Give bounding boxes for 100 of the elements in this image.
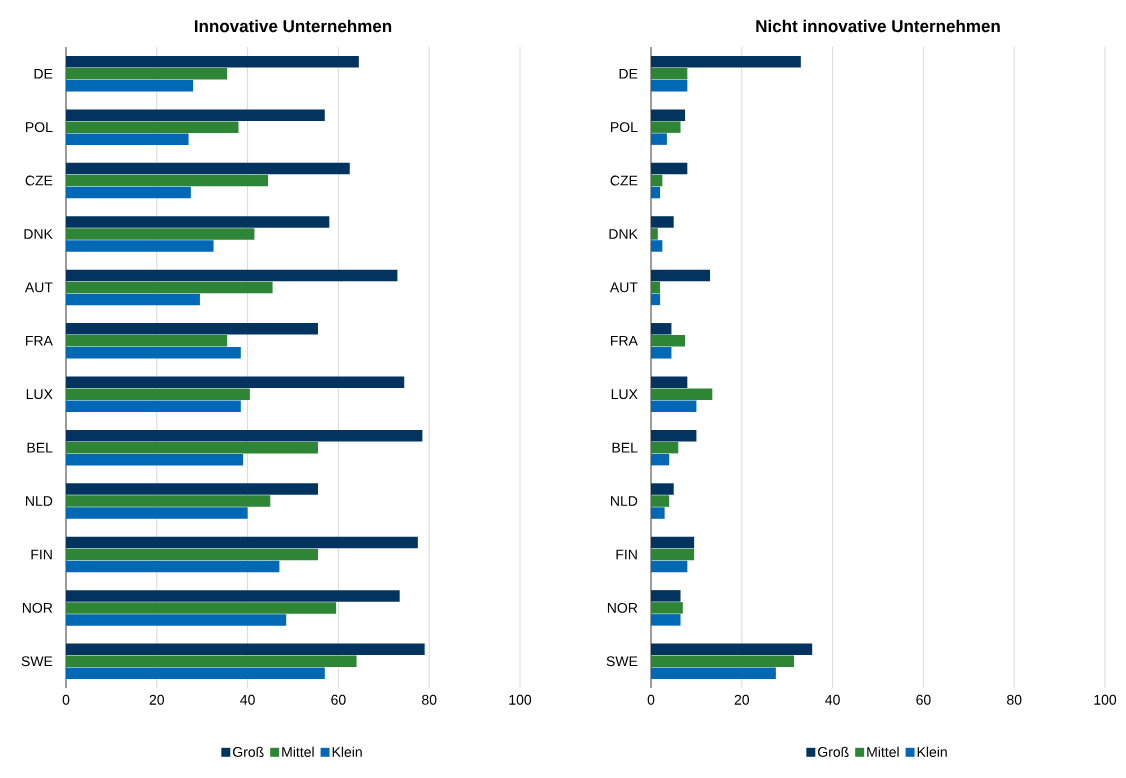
bar [66,453,244,466]
bar [651,667,776,680]
bar [651,388,713,400]
y-tick-label: BEL [27,442,53,453]
bar [66,376,405,388]
y-tick-label: DE [619,68,638,79]
bar [651,216,674,228]
y-tick-label: LUX [26,389,53,400]
bar [651,162,688,175]
y-tick-label: CZE [610,175,638,186]
bar [651,269,711,282]
bar [651,483,674,495]
y-tick-label: AUT [24,282,53,293]
x-tick-label: 0 [62,694,70,705]
bar [651,174,663,187]
y-tick-label: FIN [616,549,637,560]
bar [66,79,194,92]
x-tick-label: 40 [825,694,840,705]
bar [66,281,273,294]
bar [66,55,359,68]
bar [651,335,686,347]
y-tick-label: AUT [609,282,638,293]
legend-label: Mittel [282,746,314,757]
bar [651,109,686,121]
x-tick-label: 60 [916,694,931,705]
bar [651,643,813,656]
bar [66,347,241,359]
legend-label: Klein [332,746,362,757]
bar [651,548,695,561]
y-tick-label: LUX [611,389,638,400]
chart-title: Innovative Unternehmen [194,19,392,33]
bar [66,507,248,519]
bar [66,655,357,668]
bar [66,216,330,228]
bar [66,335,228,347]
y-tick-label: SWE [606,656,638,667]
bar [66,548,318,561]
bar [651,186,661,199]
legend-label: Mittel [867,746,899,757]
bar [66,441,318,454]
x-tick-label: 80 [422,694,437,705]
x-tick-label: 20 [149,694,165,705]
bar [651,55,801,68]
y-tick-label: POL [26,122,53,133]
bar [651,67,688,80]
legend-label: Klein [917,746,947,757]
legend-label: Groß [233,746,264,757]
bar [651,323,672,335]
bar [66,174,269,187]
y-tick-label: DE [34,68,53,79]
chart-title: Nicht innovative Unternehmen [756,19,1000,33]
y-tick-label: NOR [607,602,638,613]
y-tick-label: FRA [611,335,638,346]
bar [66,483,318,495]
bar [651,240,663,252]
y-tick-label: NOR [22,602,53,613]
bar [66,269,398,282]
bar [66,614,287,626]
x-tick-label: 0 [647,694,655,705]
y-tick-label: NLD [611,496,638,506]
bar [651,121,681,133]
bar [651,602,683,614]
x-tick-label: 80 [1007,694,1022,705]
bar [651,453,670,466]
bar [651,79,688,92]
bar [66,186,191,199]
bar [66,67,228,80]
bar [651,228,658,240]
bar [651,495,670,507]
x-tick-label: 100 [509,694,532,705]
bar [651,281,661,294]
legend-label: Groß [818,746,849,757]
bar [66,429,423,442]
bar [66,388,250,400]
y-tick-label: SWE [21,656,53,667]
y-tick-label: NLD [26,496,53,506]
y-tick-label: DNK [24,229,53,239]
bar [66,560,280,573]
bar [651,293,661,306]
bar [651,590,681,602]
bar [651,614,681,626]
bar [651,536,695,549]
bar [66,602,337,614]
bar [66,121,239,133]
bar [66,162,350,175]
bar [66,667,325,680]
bar [651,655,795,668]
x-tick-label: 40 [240,694,255,705]
bar [651,429,697,442]
bar [651,400,697,412]
y-tick-label: FRA [26,335,53,346]
y-tick-label: DNK [609,229,638,239]
bar [66,228,255,240]
y-tick-label: FIN [31,549,52,560]
bar [66,133,189,145]
bar [651,347,672,359]
bar [66,495,271,507]
bar [651,507,665,519]
bar [66,240,214,252]
bar [66,323,318,335]
